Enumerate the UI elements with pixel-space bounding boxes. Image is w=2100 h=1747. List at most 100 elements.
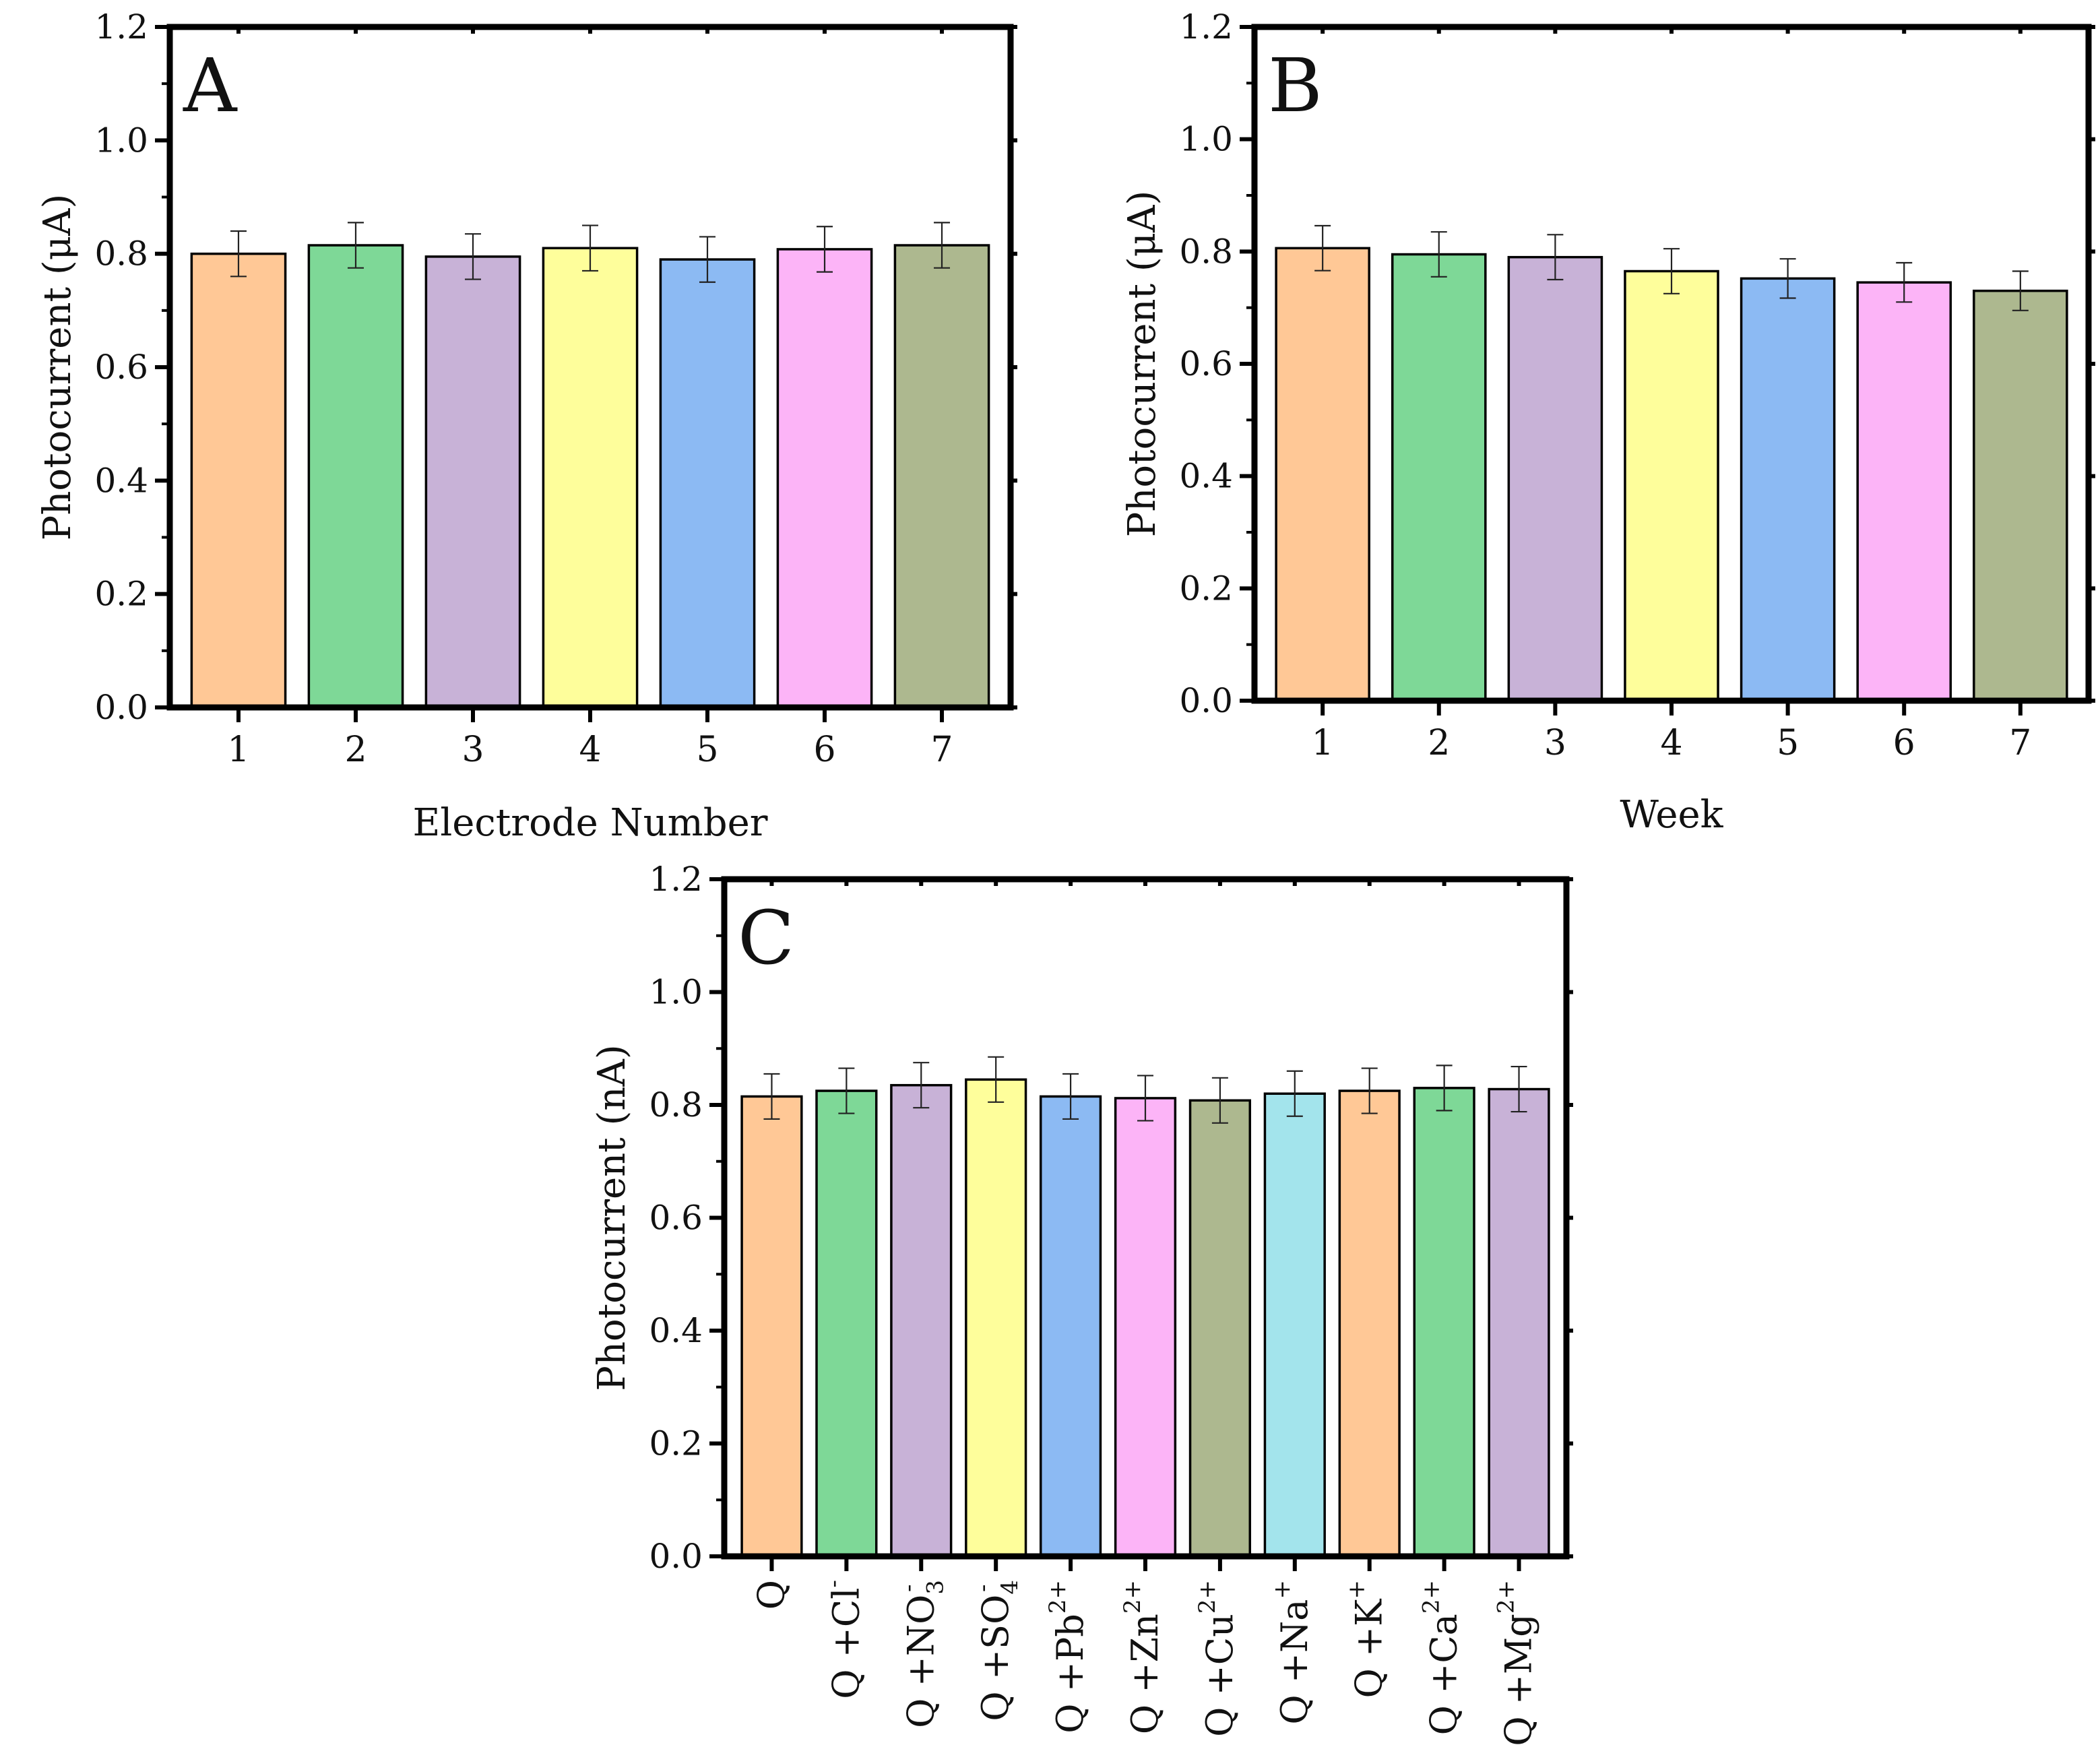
y-axis-label: Photocurrent (μA) <box>36 194 79 541</box>
bar-5 <box>659 258 756 709</box>
x-tick-label: Q +Mg2+ <box>1493 1580 1540 1746</box>
x-tick-label: 7 <box>2009 723 2031 763</box>
x-tick-label: Q <box>750 1580 792 1610</box>
x-tick-label: 1 <box>227 730 249 770</box>
bar-1 <box>740 1095 803 1558</box>
error-bar-10 <box>1436 1065 1453 1112</box>
bar-6 <box>1856 281 1952 702</box>
bar-6 <box>1114 1097 1177 1558</box>
x-tick-label: Q +K+ <box>1343 1580 1391 1698</box>
x-tick-label: 3 <box>462 730 484 770</box>
chart-panel-a: 0.0 0.2 0.4 0.6 0.8 1.0 1.2 1 2 3 4 5 6 7 Photocurrent… <box>36 7 1017 845</box>
y-tick-label: 0.2 <box>94 575 148 614</box>
y-tick-label: 1.2 <box>94 7 148 46</box>
x-tick-label: 3 <box>1544 723 1566 763</box>
error-bar-9 <box>1361 1067 1378 1114</box>
y-tick-label: 0.0 <box>649 1537 703 1576</box>
y-tick-label: 0.8 <box>1179 232 1233 271</box>
y-tick-label: 0.4 <box>1179 457 1233 496</box>
bar-1 <box>1275 247 1370 702</box>
chart-panel-b: 0.0 0.2 0.4 0.6 0.8 1.0 1.2 1 2 3 4 5 6 7 Photocurrent… <box>1120 7 2095 837</box>
bar-2 <box>815 1089 878 1558</box>
y-tick-label: 0.0 <box>1179 681 1233 720</box>
bar-4 <box>965 1078 1027 1558</box>
error-bar-3 <box>1547 234 1564 281</box>
bar-4 <box>1624 269 1719 702</box>
y-tick-label: 0.4 <box>94 461 148 500</box>
error-bar-11 <box>1510 1065 1527 1113</box>
x-tick-label: 7 <box>930 730 953 770</box>
bar-3 <box>890 1083 953 1558</box>
error-bar-3 <box>464 233 481 280</box>
error-bar-6 <box>1137 1075 1153 1122</box>
x-tick-label: Q +Cl- <box>820 1580 867 1699</box>
error-bar-4 <box>988 1056 1005 1103</box>
x-tick-label: Q +Pb2+ <box>1044 1580 1091 1734</box>
error-bar-5 <box>1062 1073 1079 1120</box>
y-tick-label: 0.8 <box>94 234 148 274</box>
x-tick-label: 6 <box>1893 723 1915 763</box>
bar-2 <box>1391 253 1487 702</box>
bar-5 <box>1039 1095 1102 1558</box>
y-tick-label: 0.8 <box>649 1085 703 1124</box>
error-bar-1 <box>1314 224 1331 272</box>
x-tick-label: Q +Na+ <box>1269 1580 1316 1725</box>
error-bar-2 <box>347 222 364 269</box>
x-tick-label: Q +NO3- <box>895 1580 949 1728</box>
error-bar-7 <box>2012 270 2029 311</box>
y-tick-label: 0.0 <box>94 688 148 727</box>
error-bar-5 <box>1779 258 1796 299</box>
y-tick-label: 1.0 <box>94 121 148 160</box>
bar-10 <box>1413 1087 1475 1558</box>
x-tick-label: 1 <box>1312 723 1334 763</box>
x-tick-label: 2 <box>1428 723 1450 763</box>
error-bar-7 <box>1211 1077 1228 1124</box>
error-bar-1 <box>230 230 247 278</box>
bar-8 <box>1263 1092 1326 1558</box>
x-axis-label: Week <box>1620 793 1723 837</box>
error-bar-7 <box>934 222 951 269</box>
bar-5 <box>1740 277 1836 702</box>
bar-9 <box>1338 1089 1401 1558</box>
x-axis-label: Electrode Number <box>413 801 768 845</box>
error-bar-3 <box>913 1062 930 1109</box>
x-tick-label: 6 <box>813 730 835 770</box>
y-tick-label: 1.2 <box>649 860 703 899</box>
bar-1 <box>190 252 287 709</box>
error-bar-4 <box>582 224 598 272</box>
y-tick-label: 1.2 <box>1179 7 1233 46</box>
bar-7 <box>1973 289 2068 702</box>
y-tick-label: 0.2 <box>649 1424 703 1463</box>
chart-panel-c: 0.0 0.2 0.4 0.6 0.8 1.0 1.2 Q Q +Cl- Q +NO3- Q +SO… <box>590 860 1573 1746</box>
bar-7 <box>893 244 990 709</box>
y-axis-label: Photocurrent (μA) <box>1120 191 1164 538</box>
y-tick-label: 1.0 <box>1179 120 1233 159</box>
y-tick-label: 1.0 <box>649 973 703 1012</box>
y-tick-label: 0.6 <box>94 348 148 387</box>
error-bar-6 <box>817 226 833 273</box>
error-bar-1 <box>763 1073 780 1120</box>
panel-label: A <box>183 42 238 129</box>
panel-label: C <box>738 895 794 981</box>
bar-3 <box>1507 255 1603 702</box>
bar-7 <box>1188 1099 1252 1558</box>
bar-2 <box>307 244 404 709</box>
x-tick-label: Q +SO4- <box>969 1580 1023 1721</box>
bar-6 <box>776 248 873 709</box>
error-bar-4 <box>1663 248 1680 294</box>
error-bar-8 <box>1286 1070 1303 1117</box>
x-tick-label: 4 <box>1660 723 1682 763</box>
y-tick-label: 0.6 <box>649 1199 703 1238</box>
x-tick-label: 5 <box>1777 723 1799 763</box>
y-axis-label: Photocurrent (nA) <box>590 1044 634 1391</box>
bar-3 <box>424 255 521 709</box>
error-bar-5 <box>699 236 716 283</box>
x-tick-label: 4 <box>579 730 601 770</box>
error-bar-6 <box>1896 261 1913 303</box>
error-bar-2 <box>838 1067 855 1114</box>
panel-label: B <box>1268 42 1323 129</box>
bar-4 <box>542 247 639 709</box>
error-bar-2 <box>1430 231 1447 278</box>
x-tick-label: 5 <box>696 730 718 770</box>
